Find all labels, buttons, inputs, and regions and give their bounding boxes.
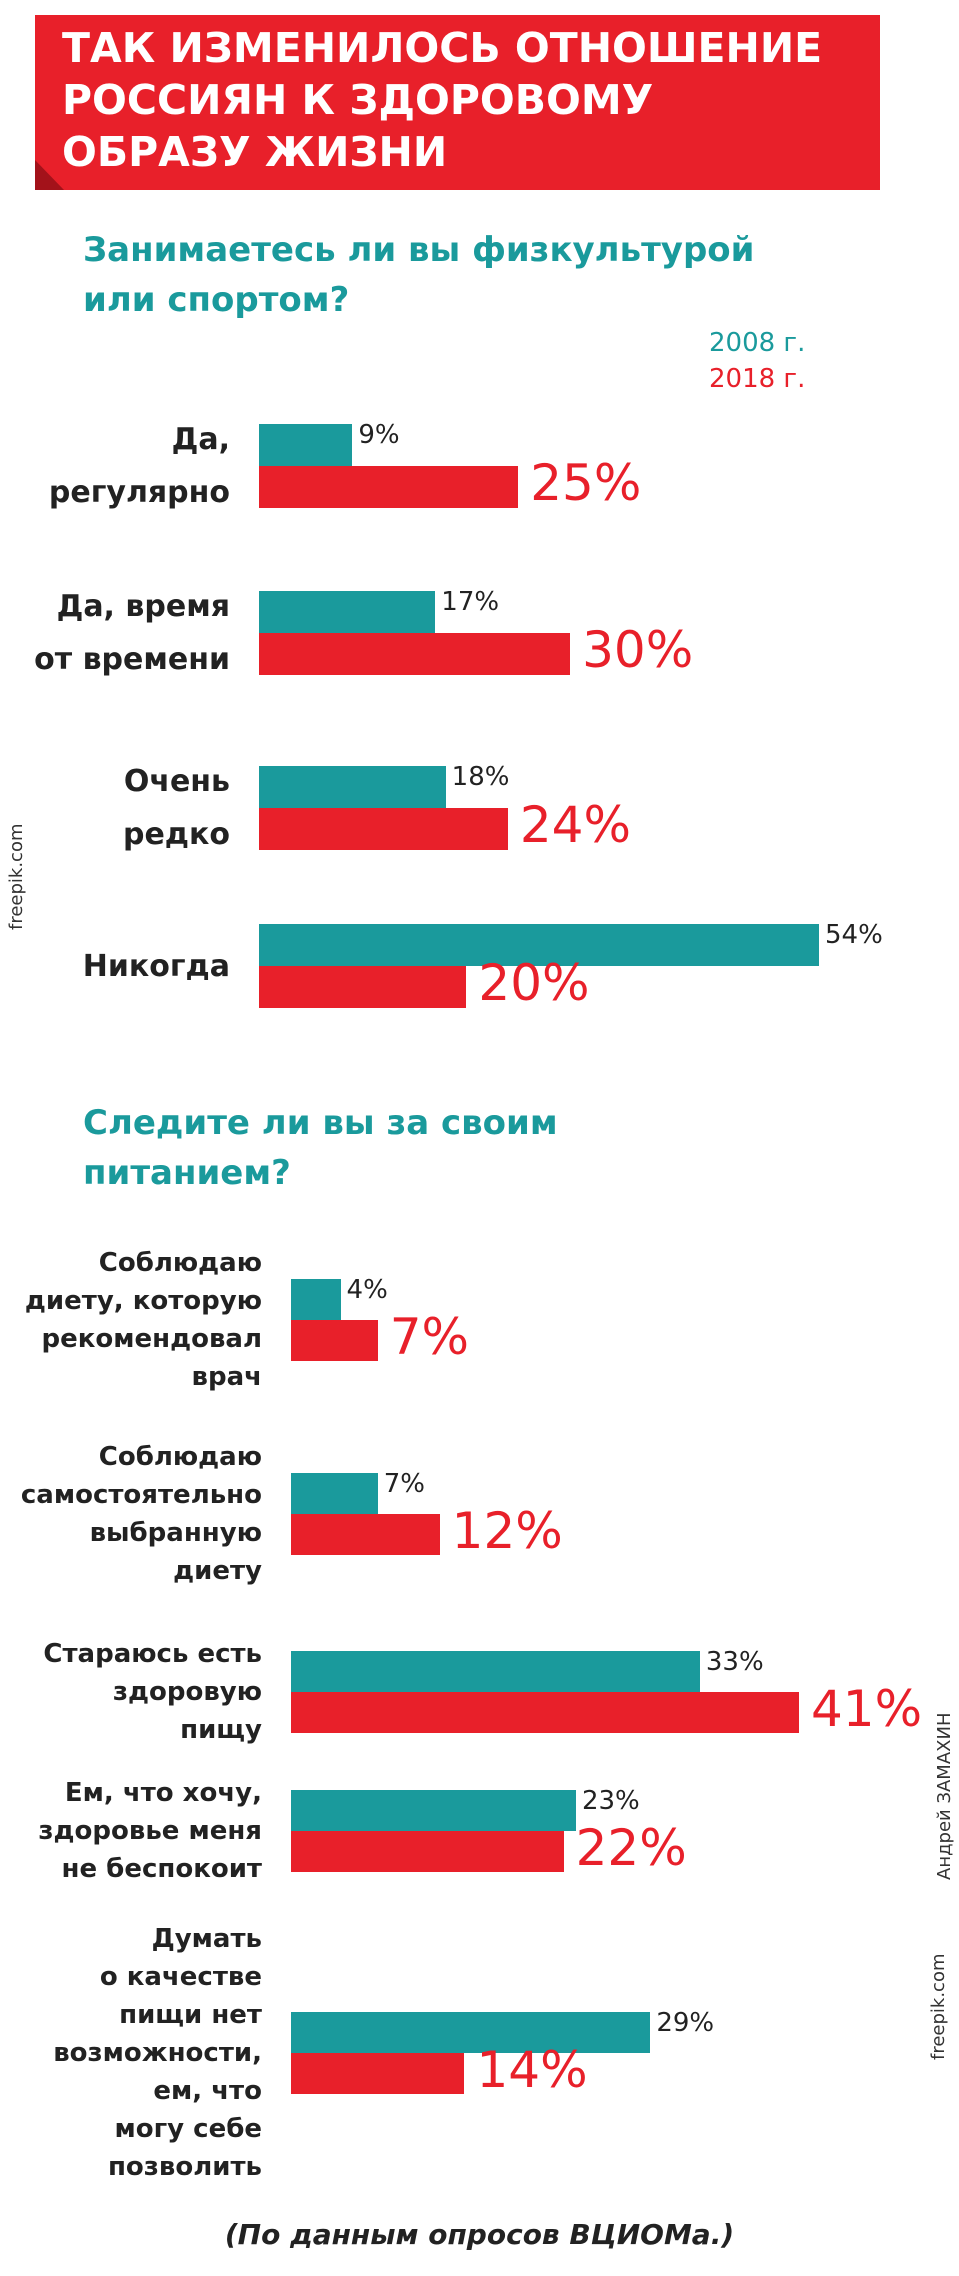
value-label: 12% <box>451 1502 563 1560</box>
category-label: Ем, что хочу, здоровье меня не беспокоит <box>38 1778 262 1884</box>
question-title: Следите ли вы за своим питанием? <box>83 1103 558 1193</box>
value-label: 7% <box>383 1469 425 1499</box>
value-label: 24% <box>519 796 632 854</box>
credit: freepik.com <box>928 1953 949 2060</box>
bar <box>291 1831 564 1872</box>
value-label: 30% <box>582 621 694 679</box>
category-label: Думать о качестве пищи нет возможности, … <box>53 1924 262 2182</box>
source-note: (По данным опросов ВЦИОМа.) <box>224 2218 735 2251</box>
value-label: 20% <box>478 954 590 1012</box>
bar <box>259 966 467 1008</box>
bar <box>291 1692 799 1733</box>
banner-shape <box>35 15 880 190</box>
category-label: Соблюдаю самостоятельно выбранную диету <box>20 1442 262 1586</box>
category-label: Да, время от времени <box>34 589 230 677</box>
value-label: 22% <box>575 1819 687 1877</box>
bar <box>291 1651 700 1692</box>
bar <box>259 766 446 808</box>
value-label: 17% <box>441 587 500 617</box>
category-label: Очень редко <box>122 764 230 852</box>
value-label: 41% <box>811 1680 923 1738</box>
value-label: 7% <box>389 1308 470 1366</box>
bar <box>259 808 508 850</box>
bar <box>291 2053 465 2094</box>
bar <box>259 424 353 466</box>
bar <box>291 1320 378 1361</box>
bar <box>259 591 436 633</box>
legend-entry: 2008 г. <box>709 328 806 358</box>
category-label: Никогда <box>82 948 230 984</box>
value-label: 25% <box>530 454 642 512</box>
bar <box>291 1790 576 1831</box>
bar <box>291 1514 440 1555</box>
bar <box>259 466 519 508</box>
bar <box>291 1279 341 1320</box>
category-label: Соблюдаю диету, которую рекомендовал вра… <box>24 1248 262 1392</box>
value-label: 23% <box>581 1786 640 1816</box>
value-label: 9% <box>358 420 400 450</box>
legend-entry: 2018 г. <box>709 364 806 394</box>
banner-fold <box>35 160 64 190</box>
bar <box>259 924 819 966</box>
value-label: 29% <box>656 2008 715 2038</box>
value-label: 14% <box>476 2041 588 2099</box>
value-label: 18% <box>451 762 510 792</box>
category-label: Да, регулярно <box>48 422 230 510</box>
value-label: 4% <box>346 1275 388 1305</box>
credit: Андрей ЗАМАХИН <box>934 1712 955 1880</box>
bar <box>259 633 571 675</box>
headline: ТАК ИЗМЕНИЛОСЬ ОТНОШЕНИЕ РОССИЯН К ЗДОРО… <box>62 24 823 176</box>
value-label: 33% <box>705 1647 764 1677</box>
value-label: 54% <box>825 920 883 950</box>
question-title: Занимаетесь ли вы физкультурой или спорт… <box>83 230 755 320</box>
category-label: Стараюсь есть здоровую пищу <box>43 1639 262 1745</box>
banner <box>35 15 880 190</box>
bar <box>291 2012 651 2053</box>
bar <box>291 1473 378 1514</box>
